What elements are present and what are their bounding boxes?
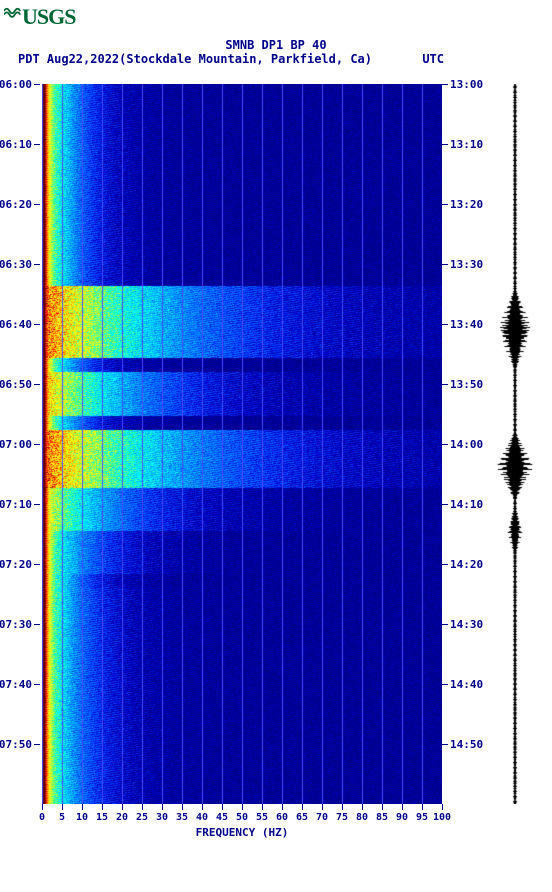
freq-tick: 65 bbox=[296, 812, 308, 823]
right-time-tick: 13:20 bbox=[450, 198, 483, 211]
left-time-axis: 06:0006:1006:2006:3006:4006:5007:0007:10… bbox=[0, 84, 40, 804]
right-time-tick: 14:00 bbox=[450, 438, 483, 451]
chart-title: SMNB DP1 BP 40 bbox=[0, 38, 552, 52]
freq-tick: 45 bbox=[216, 812, 228, 823]
waveform-trace bbox=[490, 84, 540, 804]
left-time-tick: 06:40 bbox=[0, 318, 32, 331]
spectrogram-chart bbox=[42, 84, 442, 804]
chart-subtitle: PDT Aug22,2022(Stockdale Mountain, Parkf… bbox=[18, 52, 372, 66]
left-time-tick: 07:00 bbox=[0, 438, 32, 451]
freq-tick: 100 bbox=[433, 812, 451, 823]
freq-tick: 15 bbox=[96, 812, 108, 823]
left-time-tick: 06:30 bbox=[0, 258, 32, 271]
freq-tick: 5 bbox=[59, 812, 65, 823]
left-time-tick: 07:50 bbox=[0, 738, 32, 751]
x-axis-label: FREQUENCY (HZ) bbox=[42, 826, 442, 839]
right-time-tick: 13:10 bbox=[450, 138, 483, 151]
utc-label: UTC bbox=[422, 52, 444, 66]
left-time-tick: 06:10 bbox=[0, 138, 32, 151]
right-time-tick: 13:30 bbox=[450, 258, 483, 271]
freq-tick: 50 bbox=[236, 812, 248, 823]
freq-tick: 70 bbox=[316, 812, 328, 823]
right-time-tick: 13:00 bbox=[450, 78, 483, 91]
spectrogram-canvas bbox=[42, 84, 442, 804]
freq-tick: 25 bbox=[136, 812, 148, 823]
freq-tick: 60 bbox=[276, 812, 288, 823]
left-time-tick: 07:20 bbox=[0, 558, 32, 571]
freq-tick: 80 bbox=[356, 812, 368, 823]
freq-tick: 55 bbox=[256, 812, 268, 823]
freq-tick: 40 bbox=[196, 812, 208, 823]
left-time-tick: 06:00 bbox=[0, 78, 32, 91]
freq-tick: 10 bbox=[76, 812, 88, 823]
left-time-tick: 07:30 bbox=[0, 618, 32, 631]
right-time-tick: 14:30 bbox=[450, 618, 483, 631]
left-time-tick: 07:40 bbox=[0, 678, 32, 691]
freq-tick: 20 bbox=[116, 812, 128, 823]
left-time-tick: 06:20 bbox=[0, 198, 32, 211]
right-time-axis: 13:0013:1013:2013:3013:4013:5014:0014:10… bbox=[442, 84, 482, 804]
logo-text: USGS bbox=[22, 4, 75, 29]
wave-icon bbox=[4, 4, 22, 18]
freq-tick: 30 bbox=[156, 812, 168, 823]
freq-tick: 0 bbox=[39, 812, 45, 823]
freq-tick: 95 bbox=[416, 812, 428, 823]
right-time-tick: 13:50 bbox=[450, 378, 483, 391]
right-time-tick: 13:40 bbox=[450, 318, 483, 331]
right-time-tick: 14:10 bbox=[450, 498, 483, 511]
right-time-tick: 14:40 bbox=[450, 678, 483, 691]
freq-tick: 90 bbox=[396, 812, 408, 823]
right-time-tick: 14:50 bbox=[450, 738, 483, 751]
freq-tick: 35 bbox=[176, 812, 188, 823]
left-time-tick: 06:50 bbox=[0, 378, 32, 391]
right-time-tick: 14:20 bbox=[450, 558, 483, 571]
left-time-tick: 07:10 bbox=[0, 498, 32, 511]
freq-tick: 85 bbox=[376, 812, 388, 823]
freq-tick: 75 bbox=[336, 812, 348, 823]
usgs-logo: USGS bbox=[4, 4, 75, 30]
